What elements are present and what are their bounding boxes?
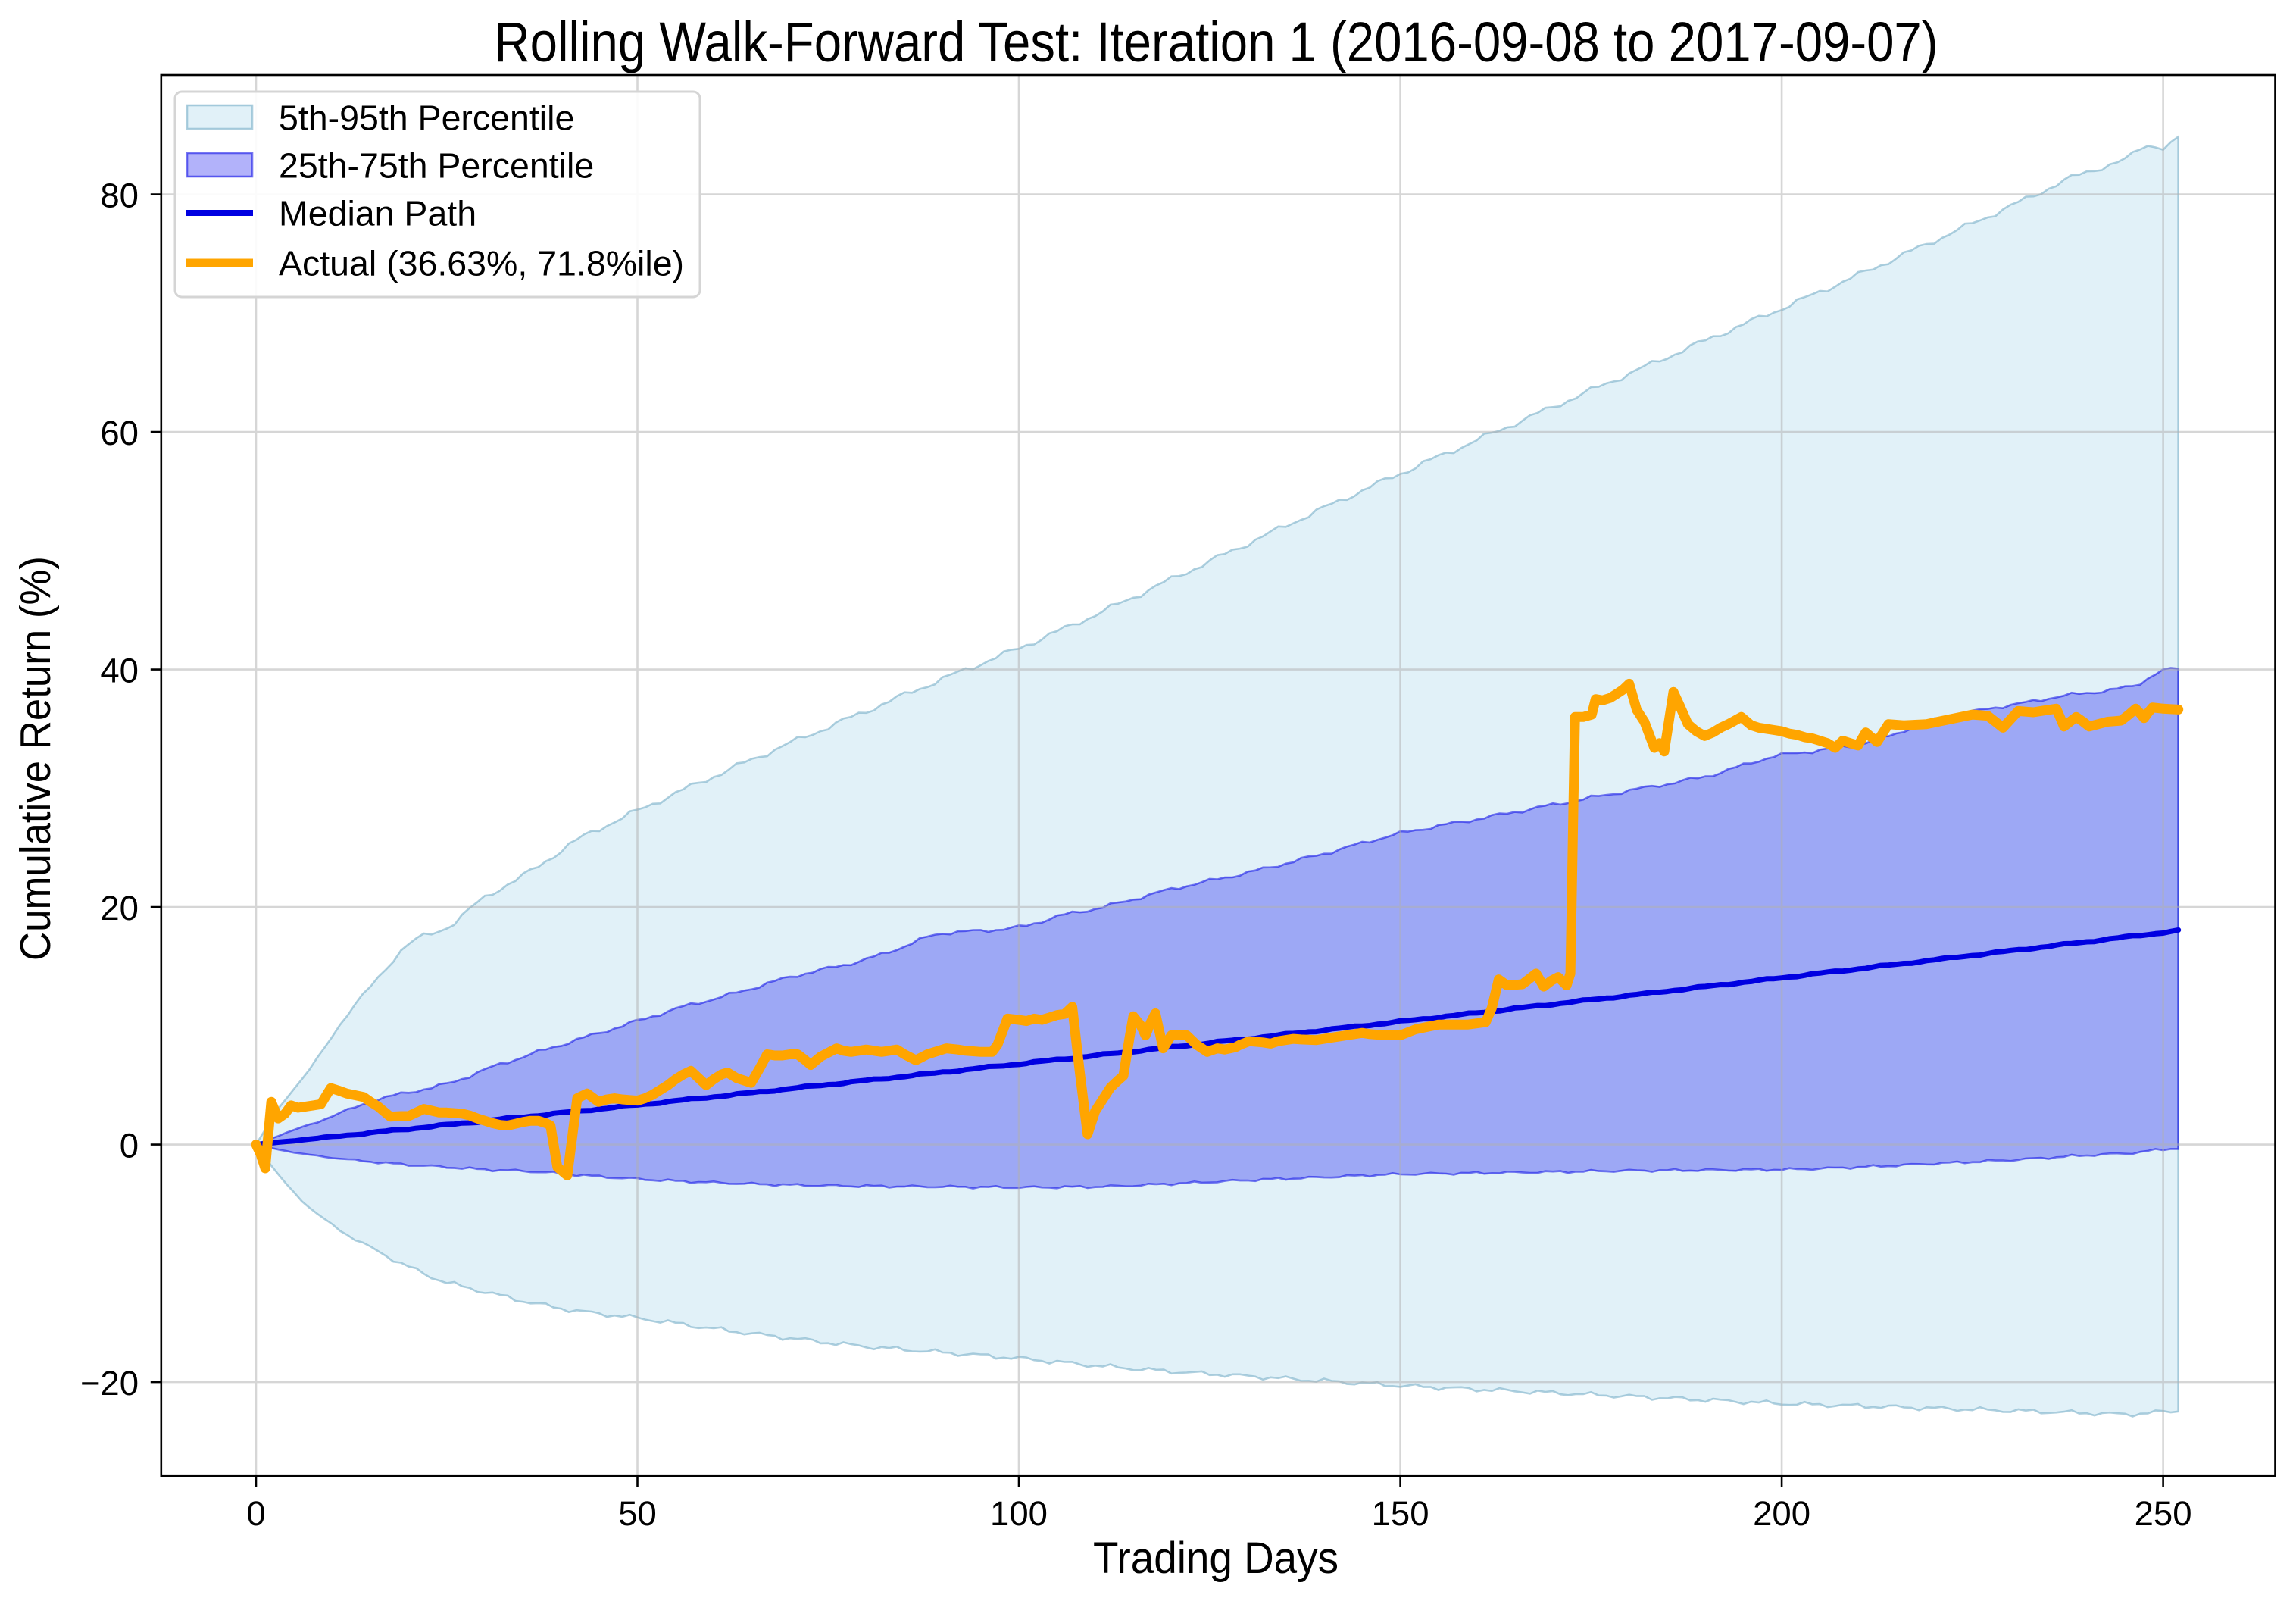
- svg-text:150: 150: [1372, 1494, 1429, 1533]
- svg-text:100: 100: [990, 1494, 1048, 1533]
- svg-text:25th-75th Percentile: 25th-75th Percentile: [279, 146, 594, 186]
- svg-text:40: 40: [100, 652, 139, 690]
- svg-text:20: 20: [100, 889, 139, 927]
- svg-text:−20: −20: [80, 1364, 139, 1402]
- svg-text:Cumulative Return (%): Cumulative Return (%): [11, 556, 60, 961]
- svg-text:80: 80: [100, 177, 139, 215]
- svg-text:50: 50: [618, 1494, 657, 1533]
- svg-text:60: 60: [100, 414, 139, 452]
- svg-text:250: 250: [2135, 1494, 2192, 1533]
- svg-text:200: 200: [1753, 1494, 1810, 1533]
- svg-text:Actual (36.63%, 71.8%ile): Actual (36.63%, 71.8%ile): [279, 244, 684, 283]
- svg-text:Rolling Walk-Forward Test: Ite: Rolling Walk-Forward Test: Iteration 1 (…: [495, 11, 1938, 73]
- svg-text:5th-95th Percentile: 5th-95th Percentile: [279, 98, 574, 138]
- svg-text:Trading Days: Trading Days: [1093, 1534, 1339, 1583]
- svg-text:0: 0: [120, 1127, 139, 1165]
- svg-text:Median Path: Median Path: [279, 194, 476, 233]
- svg-text:0: 0: [246, 1494, 265, 1533]
